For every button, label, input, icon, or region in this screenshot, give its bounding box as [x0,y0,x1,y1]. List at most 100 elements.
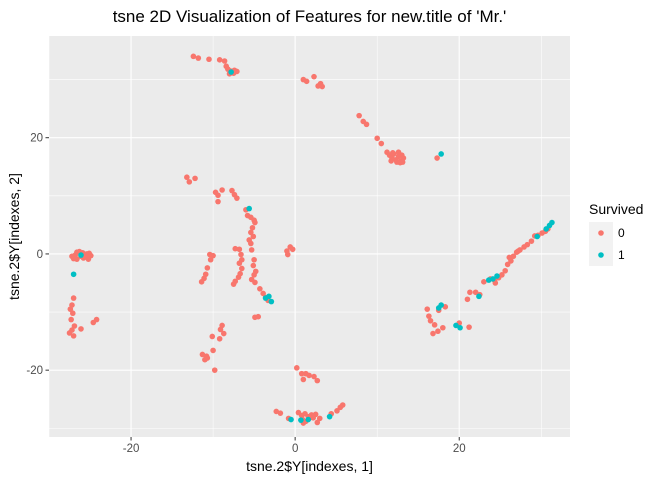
data-point-0 [249,224,256,231]
data-point-0 [314,419,321,426]
data-point-0 [250,262,257,269]
data-point-0 [210,347,216,354]
data-point-0 [235,274,242,280]
data-point-1 [288,416,294,423]
data-point-0 [199,351,206,358]
data-point-0 [528,238,535,244]
data-point-0 [431,322,438,328]
y-axis-title: tsne.2$Y[indexes, 2] [6,173,22,300]
data-point-0 [515,248,522,254]
data-point-0 [467,289,473,296]
data-point-0 [216,57,223,63]
data-point-0 [440,324,446,331]
data-point-0 [251,256,257,263]
data-point-0 [427,317,434,324]
data-point-0 [257,286,263,292]
data-point-0 [69,310,76,317]
data-point-0 [492,280,499,286]
data-point-1 [476,293,482,300]
data-point-0 [252,219,258,226]
data-point-1 [228,69,234,75]
x-axis-ticks: -20 0 20 [123,437,466,455]
data-point-0 [306,372,312,379]
data-point-1 [70,271,77,278]
data-point-1 [78,252,84,258]
data-point-0 [220,330,227,337]
data-point-0 [248,247,255,253]
data-point-0 [206,56,212,63]
data-point-0 [198,279,205,285]
data-point-0 [215,192,221,199]
legend-swatch-0 [598,230,604,236]
data-point-1 [298,417,304,423]
data-point-0 [221,58,228,64]
legend-swatch-1 [598,252,604,258]
data-point-1 [543,226,550,232]
data-point-0 [215,198,221,205]
data-point-0 [388,158,394,164]
data-point-0 [363,121,370,128]
data-point-0 [310,415,316,421]
data-point-0 [464,296,471,303]
legend-title: Survived [589,201,643,217]
data-point-1 [438,151,444,157]
data-point-0 [248,240,254,247]
data-point-0 [234,195,240,201]
data-point-0 [219,187,225,193]
data-point-0 [66,330,73,336]
data-point-0 [334,408,340,414]
data-point-0 [303,78,310,85]
grid-major [49,36,570,437]
data-point-0 [251,272,257,278]
data-point-0 [424,306,431,312]
data-point-0 [232,245,239,252]
data-point-0 [289,246,296,253]
data-point-1 [494,273,500,279]
data-point-0 [78,326,84,332]
data-point-0 [435,328,441,335]
data-point-0 [374,135,380,142]
data-point-0 [248,229,254,236]
data-point-0 [217,326,224,333]
data-point-0 [466,324,472,330]
data-point-0 [315,83,321,89]
data-point-0 [298,370,305,377]
data-point-0 [252,279,258,286]
data-point-0 [68,316,74,323]
data-point-0 [229,187,235,194]
data-point-0 [186,179,193,185]
data-point-0 [239,265,245,272]
data-point-0 [190,53,197,60]
data-point-0 [395,149,402,156]
data-point-0 [195,55,202,61]
data-point-0 [472,289,479,296]
data-point-1 [534,233,540,240]
data-point-1 [305,416,312,423]
data-point-0 [230,281,237,287]
x-tick-label: 0 [292,443,298,455]
data-point-0 [314,377,321,384]
data-point-1 [453,322,459,329]
data-point-0 [356,112,362,119]
x-axis-title: tsne.2$Y[indexes, 1] [246,458,373,474]
data-point-0 [319,83,326,90]
data-point-0 [434,155,440,161]
data-point-0 [284,251,291,258]
data-point-0 [204,265,211,271]
data-point-0 [236,246,243,253]
data-point-0 [339,402,346,408]
data-point-0 [499,272,505,278]
y-tick-label: 0 [37,249,43,261]
grid-minor [48,36,570,437]
data-point-0 [426,313,432,319]
data-point-0 [502,267,508,274]
data-point-0 [210,252,216,259]
data-point-0 [211,367,218,373]
data-point-1 [549,219,555,226]
chart-title: tsne 2D Visualization of Features for ne… [113,7,507,26]
data-point-0 [204,355,211,361]
data-point-0 [70,255,77,262]
data-point-0 [399,159,406,165]
data-point-0 [316,415,323,422]
